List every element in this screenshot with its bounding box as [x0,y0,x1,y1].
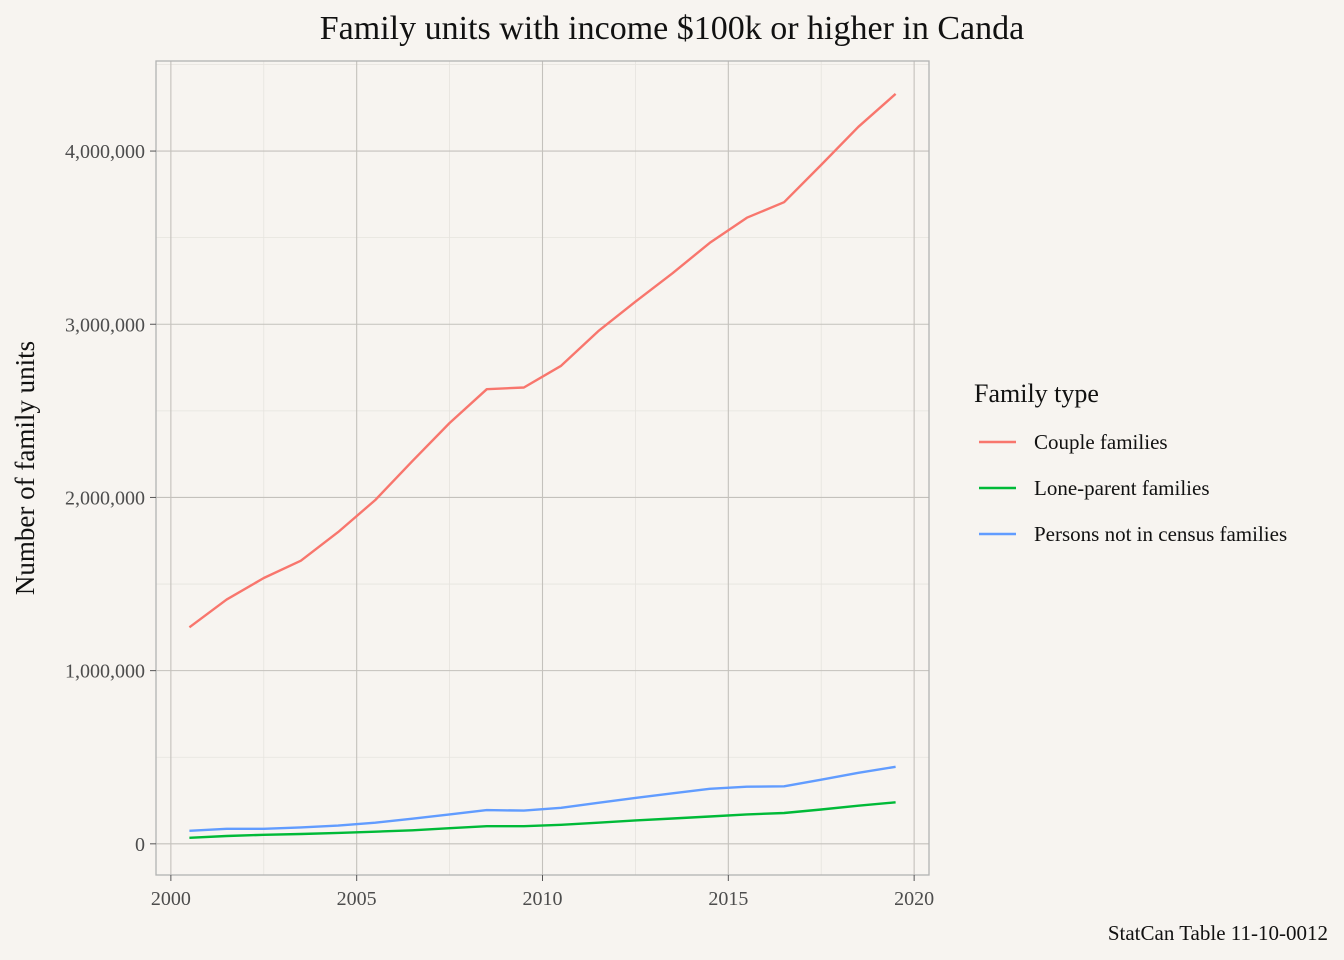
x-axis-ticks: 2000 2005 2010 2015 2020 [151,875,934,910]
x-tick-label: 2015 [708,888,748,910]
y-tick-label: 1,000,000 [65,661,145,683]
x-tick-label: 2010 [523,888,563,910]
plot-panel [155,60,930,876]
major-gridlines [156,61,929,875]
y-axis-title: Number of family units [10,341,40,595]
legend-item-couple-families: Couple families [979,430,1168,454]
series-line-lone-parent-families [189,801,896,839]
x-tick-label: 2000 [151,888,191,910]
legend-label: Lone-parent families [1034,476,1210,500]
y-axis-ticks: 0 1,000,000 2,000,000 3,000,000 4,000,000 [65,141,156,856]
y-tick-label: 2,000,000 [65,487,145,509]
y-tick-label: 0 [135,834,145,856]
legend-item-lone-parent-families: Lone-parent families [979,476,1210,500]
chart-title: Family units with income $100k or higher… [320,10,1024,47]
x-tick-label: 2005 [337,888,377,910]
legend-label: Couple families [1034,430,1168,454]
legend: Family type Couple families Lone-parent f… [974,379,1287,546]
legend-label: Persons not in census families [1034,522,1287,546]
series-line-couple-families [188,93,897,629]
chart-caption: StatCan Table 11-10-0012 [1108,921,1328,945]
legend-title: Family type [974,379,1099,408]
y-tick-label: 3,000,000 [65,314,145,336]
y-tick-label: 4,000,000 [65,141,145,163]
series-line-persons-not-in-census-families [189,765,896,832]
legend-items: Couple families Lone-parent families Perso… [979,430,1287,546]
series-lines [188,93,897,839]
legend-item-persons-not-in-census-families: Persons not in census families [979,522,1287,546]
x-tick-label: 2020 [894,888,934,910]
